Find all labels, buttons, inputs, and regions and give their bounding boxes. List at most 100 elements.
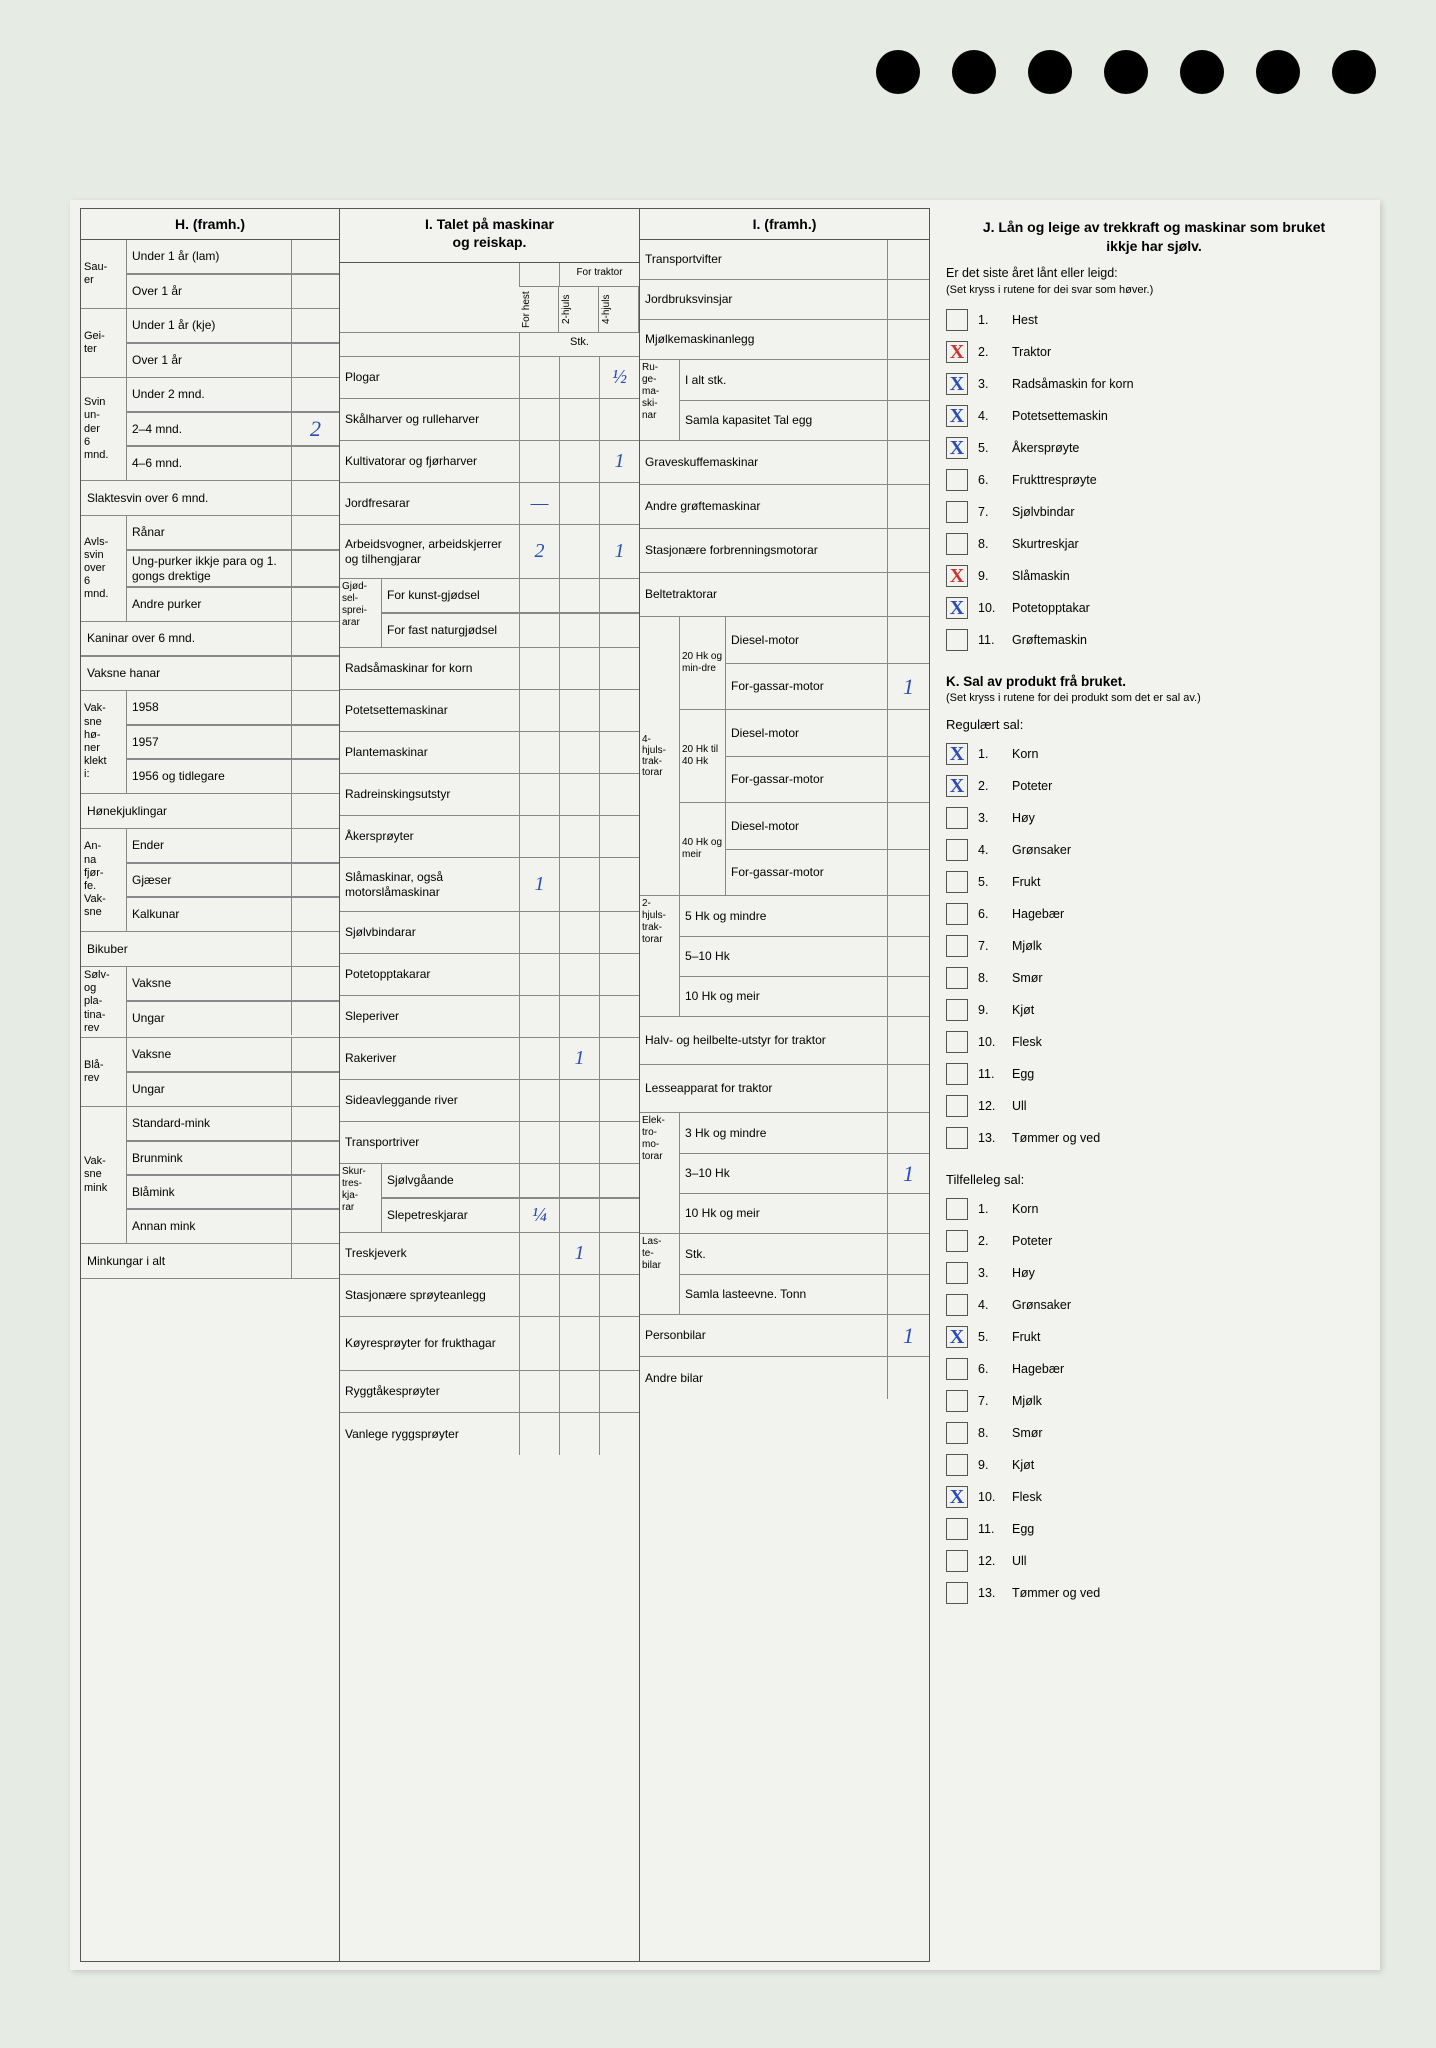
machine-value[interactable] (599, 399, 639, 440)
checkbox[interactable]: X (946, 775, 968, 797)
row-value[interactable] (887, 240, 929, 279)
row-value[interactable] (291, 275, 339, 308)
checkbox[interactable]: X (946, 405, 968, 427)
checkbox[interactable]: X (946, 341, 968, 363)
machine-value[interactable] (519, 1164, 559, 1197)
machine-value[interactable] (519, 1371, 559, 1412)
checkbox[interactable] (946, 1063, 968, 1085)
checkbox[interactable]: X (946, 565, 968, 587)
row-value[interactable] (887, 280, 929, 319)
row-value[interactable] (887, 1065, 929, 1112)
machine-value[interactable] (559, 816, 599, 857)
row-value[interactable] (291, 1142, 339, 1174)
checkbox[interactable] (946, 1262, 968, 1284)
row-value[interactable]: 1 (887, 1315, 929, 1356)
checkbox[interactable]: X (946, 437, 968, 459)
machine-value[interactable] (519, 1233, 559, 1274)
row-value[interactable] (291, 447, 339, 480)
machine-value[interactable] (599, 1233, 639, 1274)
checkbox[interactable] (946, 807, 968, 829)
machine-value[interactable] (559, 614, 599, 647)
row-value[interactable] (291, 240, 339, 273)
row-value[interactable]: 1 (887, 664, 929, 709)
row-value[interactable] (291, 344, 339, 377)
row-value[interactable] (887, 485, 929, 528)
machine-value[interactable] (519, 816, 559, 857)
checkbox[interactable] (946, 1582, 968, 1604)
machine-value[interactable] (559, 1122, 599, 1163)
row-value[interactable] (887, 320, 929, 359)
checkbox[interactable]: X (946, 597, 968, 619)
machine-value[interactable] (519, 774, 559, 815)
machine-value[interactable] (519, 996, 559, 1037)
machine-value[interactable]: 1 (519, 858, 559, 911)
row-value[interactable] (887, 850, 929, 895)
row-value[interactable] (887, 1357, 929, 1399)
row-value[interactable] (291, 1038, 339, 1071)
row-value[interactable] (887, 1017, 929, 1064)
checkbox[interactable]: X (946, 1326, 968, 1348)
checkbox[interactable] (946, 839, 968, 861)
machine-value[interactable] (559, 858, 599, 911)
row-value[interactable] (887, 617, 929, 663)
machine-value[interactable] (599, 1413, 639, 1455)
machine-value[interactable] (599, 1371, 639, 1412)
row-value[interactable]: 2 (291, 413, 339, 445)
machine-value[interactable]: ½ (599, 357, 639, 398)
machine-value[interactable] (599, 579, 639, 612)
row-value[interactable] (291, 309, 339, 342)
row-value[interactable] (291, 588, 339, 621)
checkbox[interactable]: X (946, 373, 968, 395)
machine-value[interactable] (599, 1080, 639, 1121)
machine-value[interactable] (559, 441, 599, 482)
row-value[interactable] (291, 794, 339, 828)
row-value[interactable] (887, 529, 929, 572)
checkbox[interactable] (946, 629, 968, 651)
machine-value[interactable] (599, 954, 639, 995)
machine-value[interactable]: 2 (519, 525, 559, 578)
machine-value[interactable] (559, 525, 599, 578)
machine-value[interactable] (599, 648, 639, 689)
machine-value[interactable] (599, 483, 639, 524)
machine-value[interactable] (559, 1317, 599, 1370)
row-value[interactable] (887, 401, 929, 440)
row-value[interactable] (291, 1210, 339, 1243)
row-value[interactable] (291, 691, 339, 724)
machine-value[interactable] (559, 483, 599, 524)
machine-value[interactable] (559, 1164, 599, 1197)
machine-value[interactable]: ¼ (519, 1199, 559, 1232)
machine-value[interactable] (559, 954, 599, 995)
row-value[interactable] (887, 710, 929, 756)
row-value[interactable] (887, 937, 929, 976)
checkbox[interactable] (946, 1095, 968, 1117)
checkbox[interactable] (946, 1230, 968, 1252)
row-value[interactable] (887, 441, 929, 484)
checkbox[interactable] (946, 1518, 968, 1540)
checkbox[interactable] (946, 501, 968, 523)
checkbox[interactable] (946, 871, 968, 893)
machine-value[interactable] (599, 996, 639, 1037)
machine-value[interactable] (519, 954, 559, 995)
row-value[interactable] (291, 516, 339, 549)
row-value[interactable] (887, 360, 929, 400)
machine-value[interactable] (599, 816, 639, 857)
machine-value[interactable]: 1 (559, 1233, 599, 1274)
row-value[interactable] (291, 1107, 339, 1140)
machine-value[interactable] (599, 1199, 639, 1232)
machine-value[interactable] (559, 357, 599, 398)
machine-value[interactable] (519, 1122, 559, 1163)
checkbox[interactable] (946, 1454, 968, 1476)
machine-value[interactable] (599, 1275, 639, 1316)
row-value[interactable] (291, 551, 339, 586)
row-value[interactable] (291, 1176, 339, 1208)
machine-value[interactable] (519, 399, 559, 440)
checkbox[interactable]: X (946, 1486, 968, 1508)
row-value[interactable] (291, 1244, 339, 1278)
machine-value[interactable] (519, 1317, 559, 1370)
machine-value[interactable] (559, 1371, 599, 1412)
checkbox[interactable] (946, 1198, 968, 1220)
machine-value[interactable] (559, 579, 599, 612)
machine-value[interactable] (599, 1164, 639, 1197)
row-value[interactable] (291, 829, 339, 862)
row-value[interactable] (291, 1073, 339, 1106)
